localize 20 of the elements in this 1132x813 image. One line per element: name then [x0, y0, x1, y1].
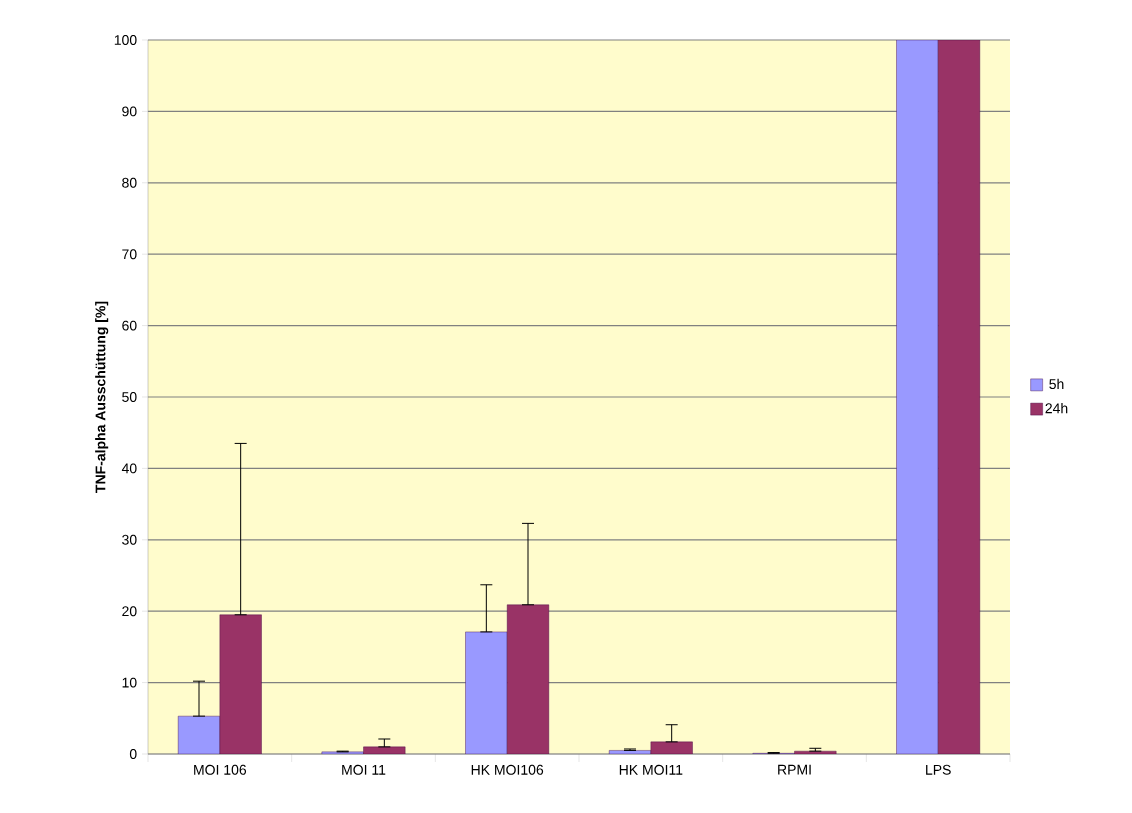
y-tick-label: 30 — [122, 534, 137, 545]
x-tick-label: MOI 11 — [342, 764, 386, 775]
x-tick-label: HK MOI106 — [471, 764, 544, 775]
y-tick-label: 20 — [122, 606, 137, 617]
y-axis-title: TNF-alpha Ausschüttung [%] — [95, 301, 109, 493]
legend-label: 24h — [1045, 402, 1068, 414]
x-tick-label: MOI 106 — [194, 764, 247, 775]
x-tick-label: LPS — [926, 764, 951, 775]
y-tick-label: 40 — [121, 463, 137, 474]
y-tick-label: 90 — [122, 106, 137, 117]
y-tick-label: 100 — [114, 35, 137, 45]
y-tick-label: 80 — [122, 177, 137, 188]
x-tick-label: RPMI — [778, 764, 811, 775]
y-tick-label: 70 — [122, 249, 137, 260]
x-tick-label: HK MOI11 — [619, 764, 683, 775]
y-tick-label: 0 — [129, 749, 137, 759]
y-tick-label: 10 — [122, 677, 137, 688]
y-tick-label: 60 — [122, 320, 137, 331]
y-tick-label: 50 — [122, 392, 137, 402]
legend-label: 5h — [1049, 378, 1064, 390]
